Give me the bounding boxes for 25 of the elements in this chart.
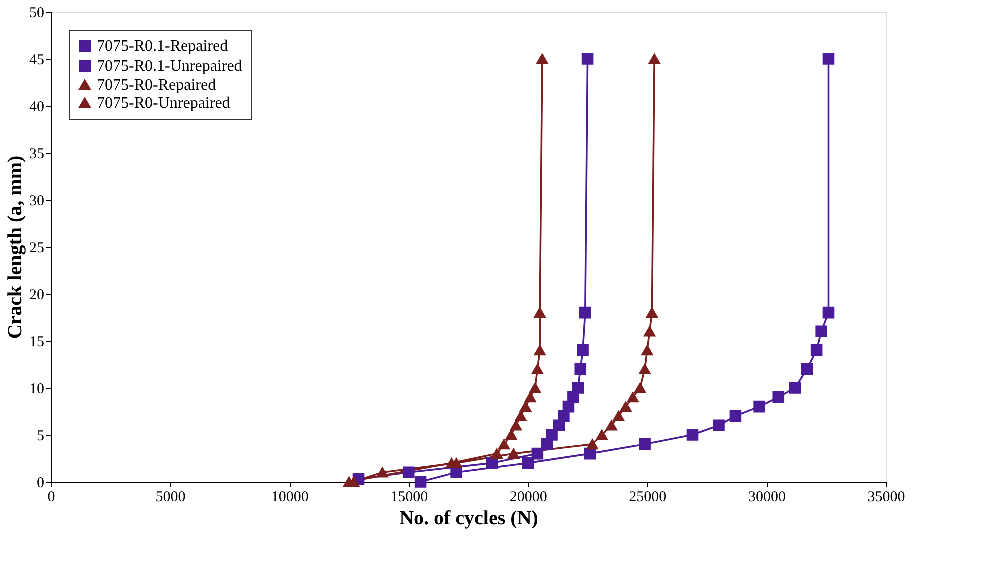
y-tick-label: 50 — [30, 6, 44, 22]
x-tick-label: 30000 — [748, 490, 786, 506]
y-tick-label: 15 — [30, 334, 44, 350]
y-tick-label: 30 — [30, 194, 44, 210]
y-tick-label: 0 — [37, 476, 44, 492]
x-tick-label: 15000 — [390, 490, 428, 506]
y-tick-label: 20 — [30, 288, 44, 304]
x-tick-label: 5000 — [156, 490, 186, 506]
y-axis-title: Crack length (a, mm) — [4, 156, 26, 340]
legend-label: 7075-R0.1-Repaired — [97, 38, 228, 55]
x-tick-label: 0 — [48, 490, 56, 506]
x-tick-label: 20000 — [510, 490, 548, 506]
y-tick-label: 25 — [30, 240, 44, 256]
x-axis-title: No. of cycles (N) — [400, 508, 538, 530]
y-tick-label: 40 — [30, 100, 44, 116]
x-tick-label: 10000 — [271, 490, 309, 506]
x-tick-label: 25000 — [629, 490, 667, 506]
y-tick-label: 45 — [30, 52, 44, 68]
y-tick-label: 10 — [30, 382, 44, 398]
legend-label: 7075-R0.1-Unrepaired — [97, 58, 242, 75]
y-tick-label: 35 — [30, 146, 44, 162]
y-tick-label: 5 — [37, 428, 44, 444]
legend-label: 7075-R0-Unrepaired — [97, 95, 230, 112]
legend-label: 7075-R0-Repaired — [97, 77, 216, 94]
x-tick-label: 35000 — [868, 490, 906, 506]
